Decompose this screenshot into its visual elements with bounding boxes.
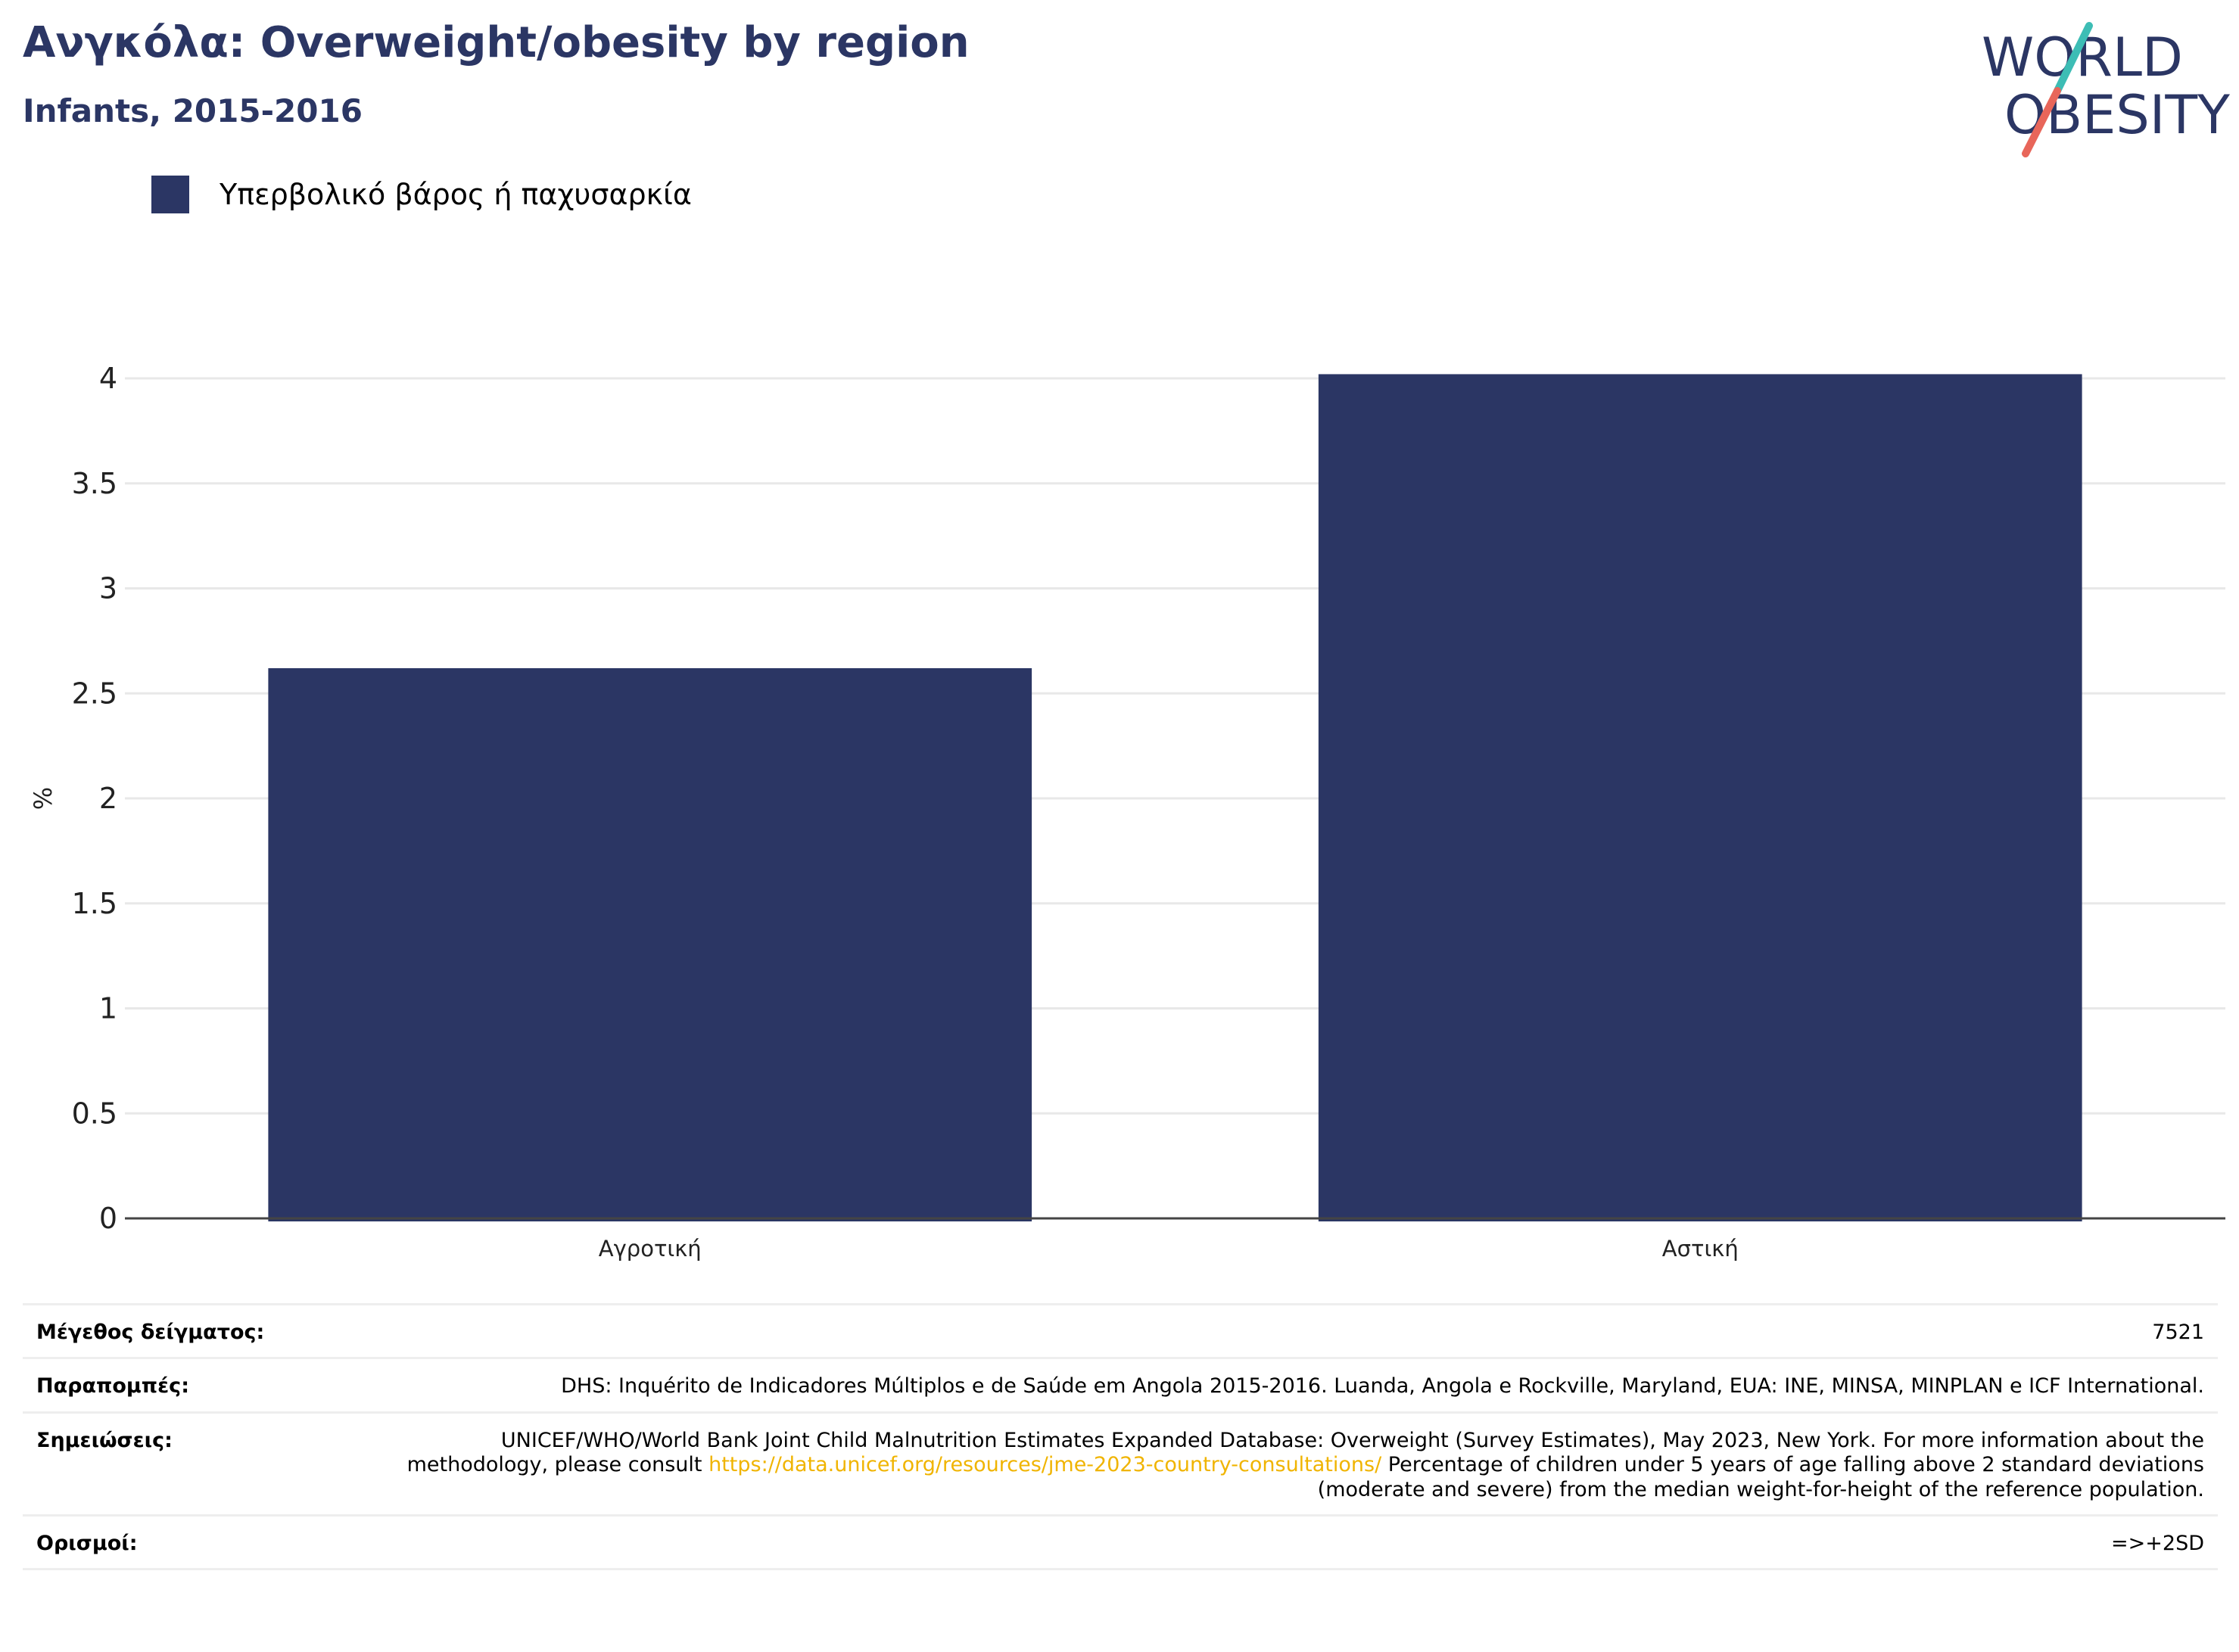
sample-size-label: Μέγεθος δείγματος: xyxy=(36,1321,265,1344)
y-tick-label: 1.5 xyxy=(72,887,117,920)
definitions-label: Ορισμοί: xyxy=(36,1531,138,1555)
legend-label: Υπερβολικό βάρος ή παχυσαρκία xyxy=(220,178,692,211)
definitions-value: =>+2SD xyxy=(2111,1531,2204,1555)
notes-link[interactable]: https://data.unicef.org/resources/jme-20… xyxy=(708,1453,1382,1477)
y-tick-label: 3 xyxy=(99,572,117,605)
x-tick-label: Αγροτική xyxy=(599,1236,702,1262)
notes-label: Σημειώσεις: xyxy=(36,1428,173,1452)
footer-row-notes: Σημειώσεις: UNICEF/WHO/World Bank Joint … xyxy=(23,1411,2218,1514)
y-tick-label: 0 xyxy=(99,1202,117,1235)
bar-chart: 0 0.5 1 1.5 2 2.5 3 3.5 4 Αγροτική Αστική% xyxy=(29,362,2225,1262)
x-tick-label: Αστική xyxy=(1662,1236,1739,1262)
y-tick-label: 4 xyxy=(99,362,117,395)
bar xyxy=(1318,374,2082,1222)
y-tick-label: 0.5 xyxy=(72,1097,117,1130)
chart-subtitle: Infants, 2015-2016 xyxy=(23,92,363,129)
logo-slash-teal xyxy=(2054,22,2093,95)
chart-title: Ανγκόλα: Overweight/obesity by region xyxy=(23,18,970,67)
y-tick-label: 2.5 xyxy=(72,677,117,710)
footer-row-references: Παραπομπές: DHS: Inquérito de Indicadore… xyxy=(23,1357,2218,1411)
y-axis-label: % xyxy=(29,787,58,810)
references-value: DHS: Inquérito de Indicadores Múltiplos … xyxy=(561,1374,2204,1398)
bar xyxy=(268,667,1032,1221)
y-tick-label: 2 xyxy=(99,782,117,815)
footer-table: Μέγεθος δείγματος: 7521 Παραπομπές: DHS:… xyxy=(23,1303,2218,1571)
y-tick-label: 3.5 xyxy=(72,467,117,500)
legend-swatch xyxy=(151,176,189,213)
references-label: Παραπομπές: xyxy=(36,1374,189,1398)
notes-text-before: UNICEF/WHO/World Bank Joint Child Malnut… xyxy=(406,1428,2204,1477)
notes-text-after: Percentage of children under 5 years of … xyxy=(1317,1453,2204,1501)
world-obesity-logo: WORLD OBESITY xyxy=(1982,22,2230,157)
legend: Υπερβολικό βάρος ή παχυσαρκία xyxy=(151,176,692,213)
notes-value: UNICEF/WHO/World Bank Joint Child Malnut… xyxy=(400,1429,2204,1502)
y-tick-label: 1 xyxy=(99,992,117,1025)
logo-slash-red xyxy=(2022,87,2061,157)
sample-size-value: 7521 xyxy=(2152,1321,2204,1344)
footer-row-sample: Μέγεθος δείγματος: 7521 xyxy=(23,1303,2218,1357)
footer-row-definitions: Ορισμοί: =>+2SD xyxy=(23,1514,2218,1571)
